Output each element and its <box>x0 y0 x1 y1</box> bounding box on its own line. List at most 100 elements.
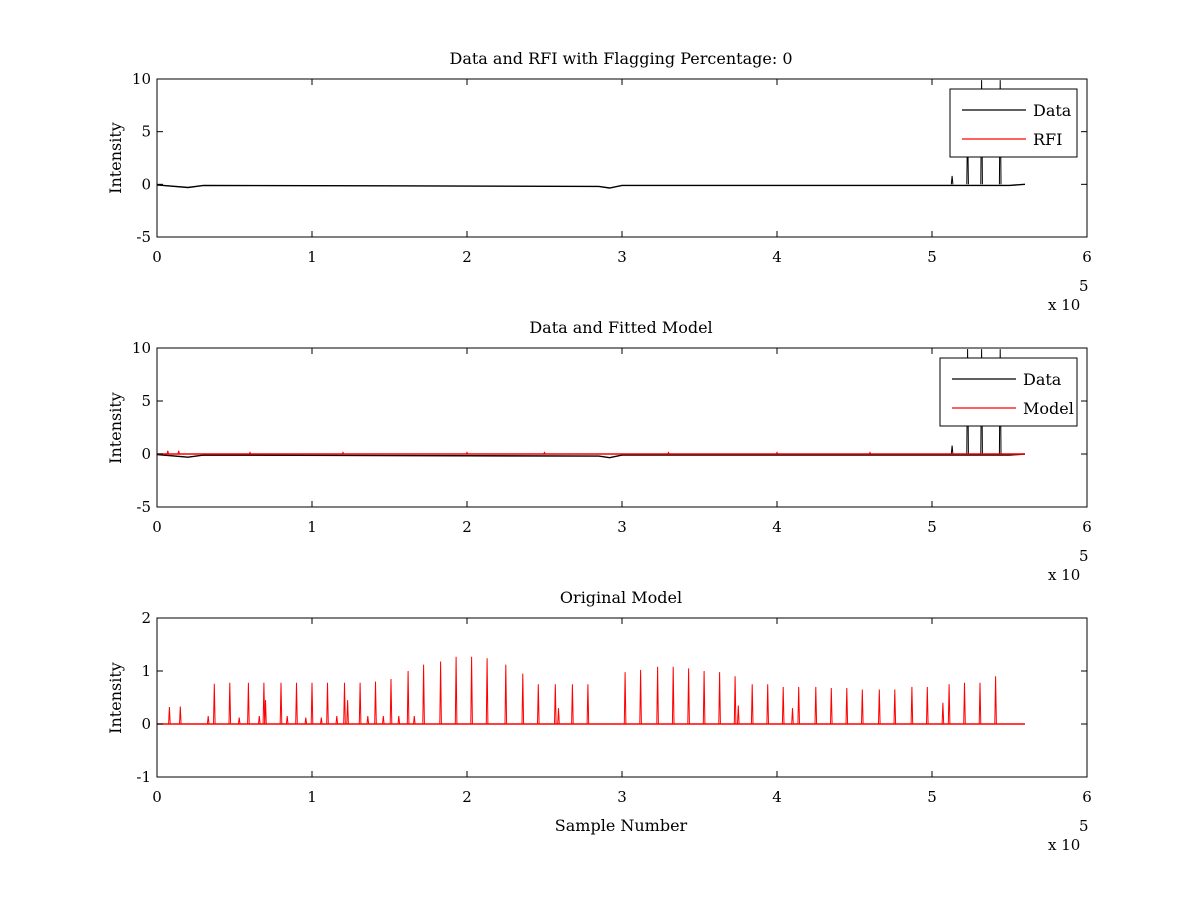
series-spike <box>543 451 546 455</box>
subplot-data-and-rfi: Data and RFI with Flagging Percentage: 0… <box>106 49 1092 314</box>
y-tick-label: 5 <box>141 123 151 141</box>
series-spike <box>358 682 362 725</box>
series-spike <box>963 682 966 725</box>
series-spike <box>537 684 540 725</box>
series-spike <box>295 682 298 725</box>
series-spike <box>237 717 241 725</box>
x-tick-label: 1 <box>307 248 317 266</box>
series-spike <box>781 686 785 725</box>
x-multiplier-exponent: 5 <box>1079 277 1089 295</box>
series-spike <box>878 689 881 725</box>
y-tick-label: -5 <box>136 228 151 246</box>
x-multiplier-exponent: 5 <box>1079 817 1089 835</box>
series-spike <box>941 702 945 725</box>
y-tick-label: 10 <box>132 70 151 88</box>
legend-label: Model <box>1023 399 1074 418</box>
y-axis-label: Intensity <box>106 662 125 734</box>
x-multiplier-exponent: 5 <box>1079 547 1089 565</box>
x-tick-label: 2 <box>462 518 472 536</box>
y-tick-label: 10 <box>132 339 151 357</box>
series-spike <box>571 684 574 725</box>
x-tick-label: 6 <box>1082 518 1092 536</box>
series-spike <box>718 672 721 725</box>
series-spike <box>397 715 401 725</box>
series-spike <box>733 676 737 725</box>
legend-label: RFI <box>1033 130 1062 149</box>
y-tick-label: 5 <box>141 392 151 410</box>
x-axis-label: Sample Number <box>555 816 688 835</box>
series-spike <box>335 715 339 725</box>
x-tick-label: 4 <box>772 518 782 536</box>
y-tick-label: 1 <box>141 662 151 680</box>
series-spike <box>264 700 267 725</box>
series-spike <box>389 678 393 725</box>
series-spike <box>861 689 864 725</box>
series-spike <box>206 715 210 725</box>
series-spike <box>326 682 329 725</box>
series-spike <box>947 684 951 725</box>
x-tick-label: 6 <box>1082 788 1092 806</box>
series-spike <box>248 451 252 455</box>
series-spike <box>228 682 232 725</box>
series-spike <box>994 676 997 725</box>
series-spike <box>671 666 675 725</box>
y-axis-label: Intensity <box>106 392 125 464</box>
series-spike <box>775 451 779 455</box>
series-spike <box>687 668 690 725</box>
series-spike <box>797 686 800 725</box>
series-spike <box>978 682 982 725</box>
series-spike <box>639 669 642 725</box>
subplot-original-model: Original Model Intensity Sample Number x… <box>106 588 1092 854</box>
x-tick-label: 5 <box>927 788 937 806</box>
x-tick-label: 3 <box>617 248 627 266</box>
series-spike <box>168 706 171 725</box>
legend: Data RFI <box>949 88 1078 158</box>
y-tick-label: 0 <box>141 445 151 463</box>
x-tick-label: 1 <box>307 518 317 536</box>
series-spike <box>343 682 346 725</box>
series-spike <box>926 686 929 725</box>
legend-label: Data <box>1033 101 1072 120</box>
series-spike <box>366 715 370 725</box>
series-spike <box>213 683 216 725</box>
x-tick-label: 5 <box>927 518 937 536</box>
series-spike <box>279 682 283 725</box>
series-spike <box>910 686 914 725</box>
x-tick-label: 3 <box>617 518 627 536</box>
series-spike <box>950 175 954 185</box>
series-spike <box>750 684 754 725</box>
series-spike <box>470 656 473 725</box>
series-spike <box>845 687 849 725</box>
legend: Data Model <box>939 357 1078 427</box>
x-tick-label: 4 <box>772 248 782 266</box>
series-spike <box>310 682 314 725</box>
series-spike <box>830 687 833 725</box>
series-spike <box>422 664 425 725</box>
y-tick-label: -5 <box>136 498 151 516</box>
series-spike <box>304 717 308 725</box>
series-spike <box>485 658 489 725</box>
series-spike <box>814 686 818 725</box>
series-spike <box>179 706 182 725</box>
series-spike <box>791 708 794 725</box>
x-tick-label: 0 <box>152 788 162 806</box>
x-tick-label: 0 <box>152 248 162 266</box>
x-tick-label: 0 <box>152 518 162 536</box>
series-spike <box>521 673 525 725</box>
x-multiplier-base: x 10 <box>1048 566 1080 584</box>
series-spike <box>656 666 659 725</box>
y-tick-label: 2 <box>141 609 151 627</box>
series-spike <box>374 681 377 725</box>
x-tick-label: 2 <box>462 248 472 266</box>
y-tick-label: 0 <box>141 175 151 193</box>
series-spike <box>950 445 954 455</box>
series-spike <box>766 684 769 725</box>
series-line <box>156 183 1026 189</box>
series-spike <box>413 715 416 725</box>
series-line <box>156 453 1026 459</box>
legend-box <box>939 357 1078 427</box>
subplot-title: Data and Fitted Model <box>529 318 712 337</box>
x-tick-label: 5 <box>927 248 937 266</box>
